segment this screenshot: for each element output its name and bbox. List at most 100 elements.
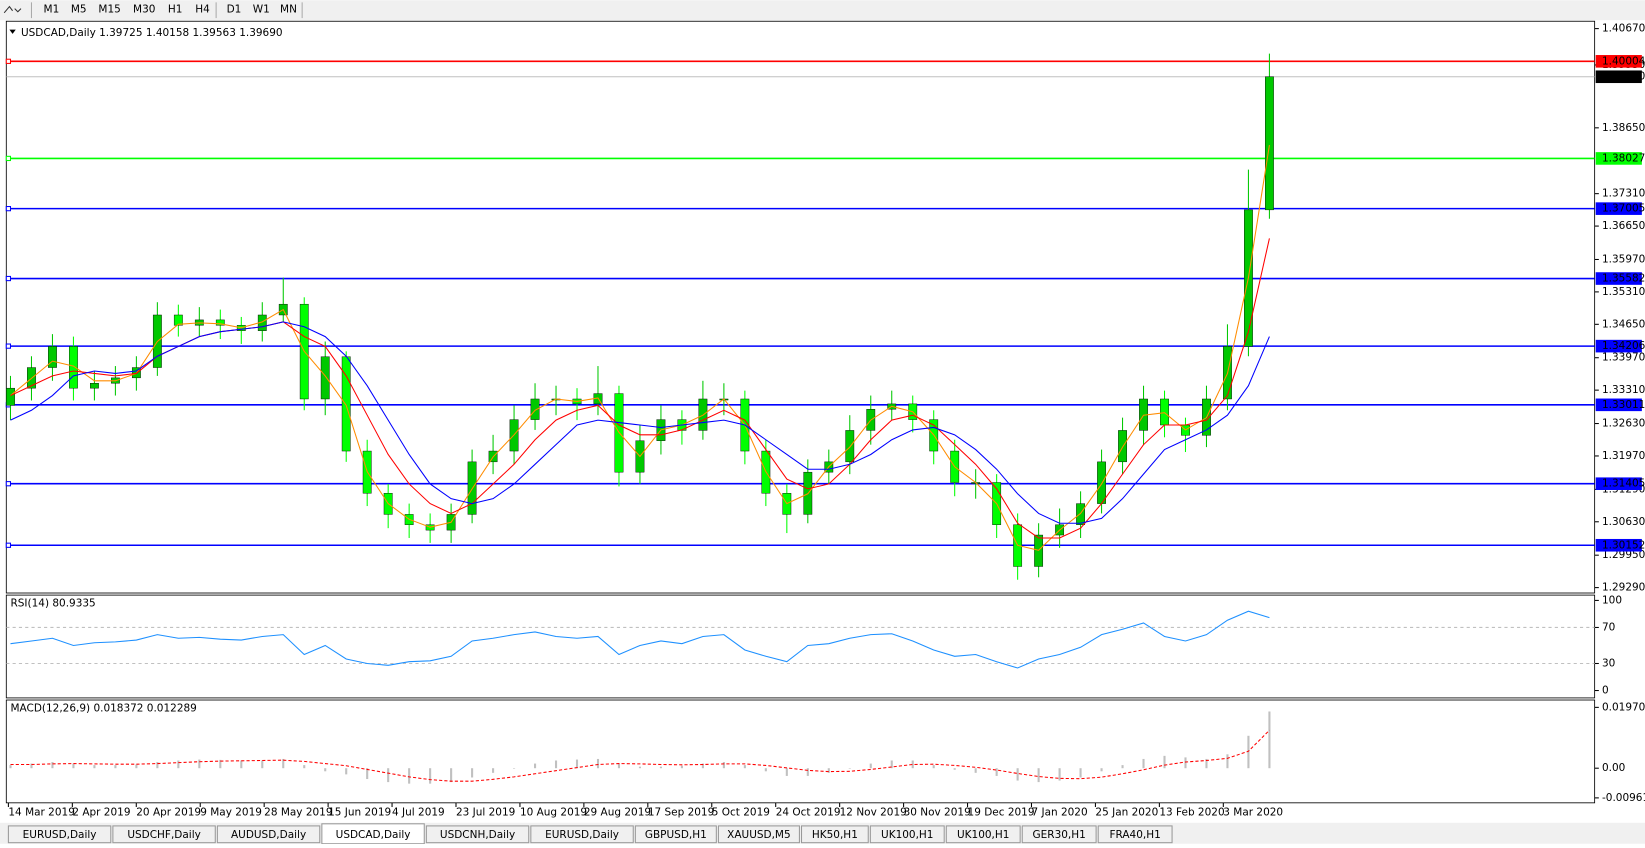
tab[interactable] xyxy=(530,825,634,844)
macd-bar xyxy=(450,768,453,783)
macd-bar xyxy=(1079,768,1082,778)
y-tick-label: 1.36650 xyxy=(1602,220,1645,232)
level-label: 1.40004 xyxy=(1602,55,1645,67)
signal-line xyxy=(10,729,1270,782)
macd-bar xyxy=(785,768,788,776)
current-price-box xyxy=(1595,70,1642,84)
tab-label[interactable]: EURUSD,Daily xyxy=(545,829,619,841)
candle-body xyxy=(530,398,540,420)
y-tick-label: 1.32630 xyxy=(1602,418,1645,430)
tab-label[interactable]: HK50,H1 xyxy=(812,829,858,841)
x-tick-label: 10 Aug 2019 xyxy=(520,806,587,818)
tab[interactable] xyxy=(717,825,800,844)
candle-body xyxy=(69,346,78,389)
timeframe-button[interactable]: M30 xyxy=(133,4,155,16)
tab[interactable] xyxy=(7,825,112,844)
timeframe-button[interactable]: H4 xyxy=(195,4,210,16)
tab[interactable] xyxy=(869,825,945,844)
level-box xyxy=(1595,339,1642,353)
tab-label[interactable]: EURUSD,Daily xyxy=(23,829,97,841)
tab-label[interactable]: USDCHF,Daily xyxy=(127,829,201,841)
tab[interactable] xyxy=(112,825,216,844)
macd-bar xyxy=(471,768,474,778)
y-tick-label: 100 xyxy=(1602,594,1622,606)
tab[interactable] xyxy=(800,825,869,844)
macd-bar xyxy=(533,763,537,769)
macd-bar xyxy=(848,768,851,769)
macd-bar xyxy=(911,760,914,769)
y-tick-label: 1.33970 xyxy=(1602,352,1645,364)
timeframe-button[interactable]: W1 xyxy=(253,4,270,16)
macd-bar xyxy=(156,762,159,769)
macd-bar xyxy=(1121,765,1124,769)
level-box xyxy=(1595,538,1642,552)
timeframe-button[interactable]: D1 xyxy=(227,4,242,16)
tab-label[interactable]: UK100,H1 xyxy=(881,829,933,841)
macd-bar xyxy=(680,765,683,769)
tab[interactable] xyxy=(945,825,1021,844)
x-tick-label: 28 May 2019 xyxy=(264,806,332,818)
tab-label[interactable]: USDCAD,Daily xyxy=(336,829,411,841)
tab-label[interactable]: XAUUSD,M5 xyxy=(727,829,790,841)
tab[interactable] xyxy=(1097,825,1173,844)
main-pane xyxy=(5,20,1596,594)
tab[interactable] xyxy=(1021,825,1097,844)
macd-bar xyxy=(1058,768,1061,781)
macd-bar xyxy=(659,766,662,769)
tab[interactable] xyxy=(425,825,530,844)
moving-average-line xyxy=(10,321,1270,524)
macd-bar xyxy=(764,768,767,772)
tab-label[interactable]: GBPUSD,H1 xyxy=(645,829,707,841)
macd-bar xyxy=(974,768,977,773)
y-tick-label: 1.29290 xyxy=(1602,582,1645,594)
tab[interactable] xyxy=(634,825,717,844)
y-tick-label: 0.019705 xyxy=(1602,701,1645,713)
timeframe-button[interactable]: H1 xyxy=(168,4,183,16)
tab-label[interactable]: UK100,H1 xyxy=(957,829,1009,841)
x-tick-label: 13 Feb 2020 xyxy=(1159,806,1224,818)
tab-label[interactable]: USDCNH,Daily xyxy=(440,829,515,841)
candle-body xyxy=(215,319,225,326)
macd-bar xyxy=(9,765,12,769)
timeframe-button[interactable]: M5 xyxy=(71,4,87,16)
macd-bar xyxy=(135,764,138,769)
y-tick-label: 1.35970 xyxy=(1602,253,1645,265)
x-tick-label: 25 Jan 2020 xyxy=(1095,806,1158,818)
rsi-line xyxy=(10,610,1270,669)
macd-bar xyxy=(869,763,872,769)
timeframe-button[interactable]: M15 xyxy=(98,4,120,16)
tab[interactable] xyxy=(216,825,321,844)
chart-title: USDCAD,Daily 1.39725 1.40158 1.39563 1.3… xyxy=(21,27,283,39)
candle-body xyxy=(90,383,99,389)
level-label: 1.37005 xyxy=(1602,203,1645,215)
tab-label[interactable]: AUDUSD,Daily xyxy=(231,829,306,841)
x-tick-label: 9 May 2019 xyxy=(200,806,262,818)
tab-label[interactable]: FRA40,H1 xyxy=(1109,829,1160,841)
macd-bar xyxy=(51,762,54,769)
level-box xyxy=(1595,55,1642,68)
macd-bar xyxy=(743,765,746,769)
macd-bar xyxy=(1226,754,1229,769)
x-tick-label: 30 Nov 2019 xyxy=(904,806,971,818)
y-tick-label: 70 xyxy=(1602,621,1615,633)
tab-label[interactable]: GER30,H1 xyxy=(1033,829,1086,841)
macd-bar xyxy=(93,765,96,769)
candle-body xyxy=(845,430,855,463)
level-anchor xyxy=(5,275,12,282)
timeframe-button[interactable]: MN xyxy=(280,4,297,16)
y-tick-label: 1.34650 xyxy=(1602,318,1645,330)
candle-body xyxy=(1118,430,1127,463)
x-tick-label: 5 Oct 2019 xyxy=(712,806,770,818)
candle-body xyxy=(1265,76,1274,211)
level-box xyxy=(1595,272,1642,285)
macd-bar xyxy=(638,766,642,769)
level-anchor xyxy=(5,542,12,548)
timeframe-button[interactable]: M1 xyxy=(44,4,60,16)
macd-bar xyxy=(72,763,75,769)
y-tick-label: 0 xyxy=(1602,685,1609,697)
level-label: 1.34206 xyxy=(1602,340,1645,352)
x-tick-label: 14 Mar 2019 xyxy=(8,806,74,818)
candle-body xyxy=(173,314,183,326)
